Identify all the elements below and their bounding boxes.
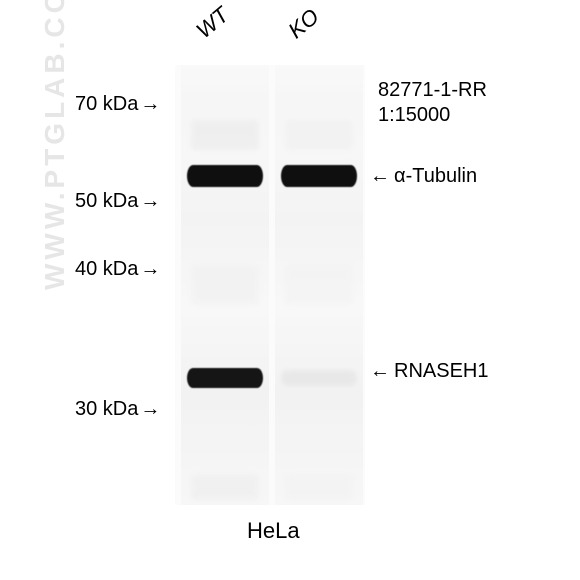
annotation-label: RNASEH1 xyxy=(394,360,488,382)
mw-marker: 50 kDa→ xyxy=(75,190,160,213)
western-blot-figure: WWW.PTGLAB.COM WT KO 82771-1-RR 1:15000 xyxy=(0,0,580,580)
arrow-right-icon: → xyxy=(140,93,160,116)
lane-wt-smear xyxy=(191,265,259,305)
lane-header-ko: KO xyxy=(283,4,324,44)
mw-marker-label: 40 kDa xyxy=(75,258,138,280)
lane-wt-smear xyxy=(191,475,259,500)
mw-marker-label: 30 kDa xyxy=(75,398,138,420)
lane-ko xyxy=(275,65,363,505)
lane-ko-smear xyxy=(285,120,353,150)
mw-marker: 30 kDa→ xyxy=(75,398,160,421)
lane-wt xyxy=(181,65,269,505)
band-alpha-tubulin-ko xyxy=(281,165,357,187)
arrow-left-icon: ← xyxy=(370,165,390,187)
antibody-info: 82771-1-RR 1:15000 xyxy=(378,78,487,128)
cell-line-label: HeLa xyxy=(247,518,300,544)
arrow-left-icon: ← xyxy=(370,360,390,382)
mw-marker-label: 50 kDa xyxy=(75,190,138,212)
antibody-catalog: 82771-1-RR xyxy=(378,78,487,103)
lane-ko-smear xyxy=(285,265,353,305)
antibody-dilution: 1:15000 xyxy=(378,103,487,128)
lane-ko-smear xyxy=(285,475,353,500)
arrow-right-icon: → xyxy=(140,398,160,421)
band-rnaseh1-wt xyxy=(187,368,263,388)
arrow-right-icon: → xyxy=(140,258,160,281)
mw-marker: 40 kDa→ xyxy=(75,258,160,281)
annotation-label: α-Tubulin xyxy=(394,165,477,187)
band-alpha-tubulin-wt xyxy=(187,165,263,187)
lane-wt-smear xyxy=(191,120,259,150)
arrow-right-icon: → xyxy=(140,190,160,213)
band-rnaseh1-ko xyxy=(281,370,357,386)
lane-header-wt: WT xyxy=(191,2,234,44)
mw-marker-label: 70 kDa xyxy=(75,93,138,115)
annotation-rnaseh1: ←RNASEH1 xyxy=(370,360,488,383)
blot-area xyxy=(175,65,365,505)
mw-marker: 70 kDa→ xyxy=(75,93,160,116)
watermark-text: WWW.PTGLAB.COM xyxy=(39,0,71,290)
annotation-alpha-tubulin: ←α-Tubulin xyxy=(370,165,477,188)
